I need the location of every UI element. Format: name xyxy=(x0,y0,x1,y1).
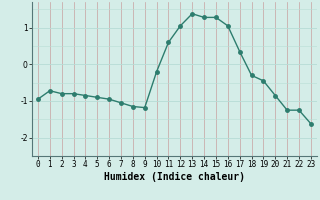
X-axis label: Humidex (Indice chaleur): Humidex (Indice chaleur) xyxy=(104,172,245,182)
